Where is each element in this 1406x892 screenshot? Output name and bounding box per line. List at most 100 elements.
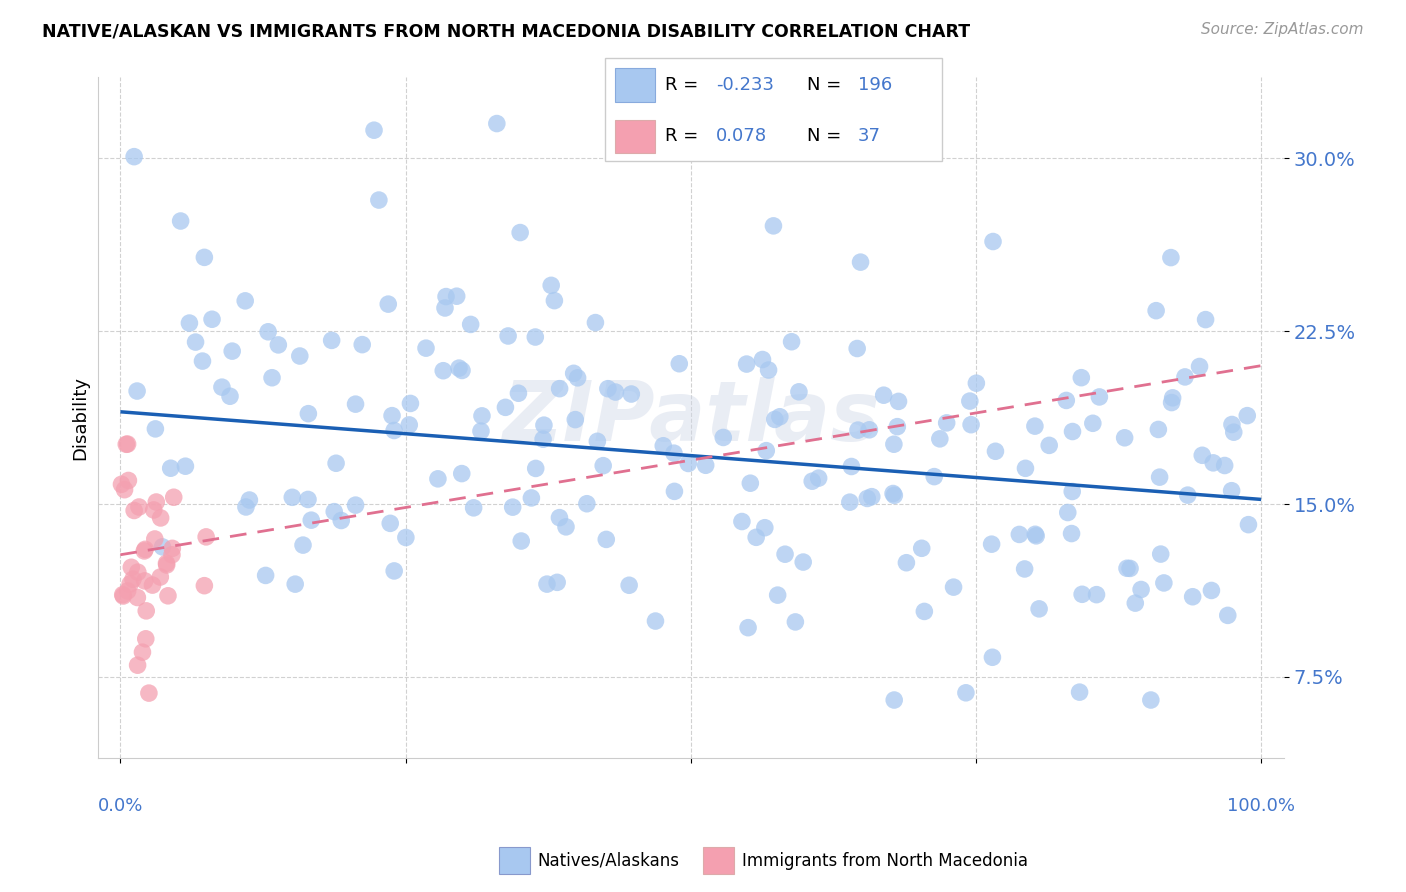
Text: Source: ZipAtlas.com: Source: ZipAtlas.com <box>1201 22 1364 37</box>
Point <box>141 578 163 592</box>
Point <box>1174 370 1197 384</box>
Point <box>896 556 918 570</box>
Point <box>801 474 824 488</box>
Point <box>520 491 543 505</box>
Point <box>325 456 347 470</box>
Point <box>981 650 1004 665</box>
Point <box>766 588 789 602</box>
Point <box>460 318 482 332</box>
Point <box>555 520 578 534</box>
Point <box>191 354 214 368</box>
Point <box>873 388 896 402</box>
Text: 196: 196 <box>858 76 891 94</box>
Point <box>1085 588 1108 602</box>
Point <box>678 457 700 471</box>
Text: 100.0%: 100.0% <box>1227 797 1295 814</box>
Point <box>254 568 277 582</box>
Point <box>928 432 950 446</box>
Point <box>297 407 319 421</box>
Point <box>856 491 879 506</box>
Point <box>740 476 762 491</box>
Point <box>751 352 773 367</box>
Point <box>524 461 547 475</box>
Point <box>546 575 568 590</box>
Point <box>156 558 179 572</box>
Text: -0.233: -0.233 <box>716 76 773 94</box>
Point <box>1024 527 1046 541</box>
Point <box>769 409 792 424</box>
Point <box>238 493 260 508</box>
Text: R =: R = <box>665 76 699 94</box>
Point <box>1188 359 1211 374</box>
Point <box>807 471 830 485</box>
Point <box>344 498 367 512</box>
Point <box>1088 390 1111 404</box>
Text: Natives/Alaskans: Natives/Alaskans <box>537 852 679 870</box>
Point <box>471 409 494 423</box>
Point <box>1140 693 1163 707</box>
FancyBboxPatch shape <box>605 58 942 161</box>
Point <box>1147 422 1170 436</box>
Point <box>1181 590 1204 604</box>
Point <box>1114 431 1136 445</box>
Point <box>219 389 242 403</box>
Text: N =: N = <box>807 127 841 145</box>
Point <box>1177 488 1199 502</box>
Point <box>267 338 290 352</box>
Point <box>1056 506 1078 520</box>
Point <box>1008 527 1031 541</box>
Point <box>496 329 519 343</box>
Point <box>583 316 606 330</box>
Point <box>398 417 420 432</box>
Point <box>221 344 243 359</box>
Point <box>395 531 418 545</box>
Point <box>849 255 872 269</box>
Point <box>858 423 880 437</box>
Point <box>1014 461 1036 475</box>
Point <box>432 364 454 378</box>
Point <box>860 490 883 504</box>
Point <box>135 604 157 618</box>
Point <box>288 349 311 363</box>
Point <box>564 412 586 426</box>
Point <box>540 278 562 293</box>
Point <box>463 500 485 515</box>
Point <box>399 396 422 410</box>
Point <box>1025 529 1047 543</box>
Point <box>195 530 218 544</box>
Point <box>149 511 172 525</box>
Point <box>156 589 179 603</box>
Point <box>1119 561 1142 575</box>
Point <box>758 363 780 377</box>
Point <box>1223 425 1246 440</box>
Text: 0.078: 0.078 <box>716 127 768 145</box>
Point <box>763 412 786 426</box>
Point <box>695 458 717 473</box>
Point <box>1161 391 1184 405</box>
Point <box>380 516 402 531</box>
Point <box>652 439 675 453</box>
Point <box>711 430 734 444</box>
Point <box>117 583 139 598</box>
Point <box>134 574 156 588</box>
Point <box>120 577 142 591</box>
Point <box>122 503 145 517</box>
Point <box>447 361 470 376</box>
Point <box>575 497 598 511</box>
Point <box>138 686 160 700</box>
Point <box>664 484 686 499</box>
Point <box>426 472 449 486</box>
Point <box>127 591 149 605</box>
Point <box>292 538 315 552</box>
Point <box>142 503 165 517</box>
Point <box>960 417 983 432</box>
Point <box>911 541 934 556</box>
Point <box>485 117 508 131</box>
Point <box>321 334 343 348</box>
Point <box>1054 393 1077 408</box>
Point <box>1153 576 1175 591</box>
Point <box>235 500 257 514</box>
Point <box>662 446 685 460</box>
Text: R =: R = <box>665 127 699 145</box>
Point <box>163 490 186 504</box>
